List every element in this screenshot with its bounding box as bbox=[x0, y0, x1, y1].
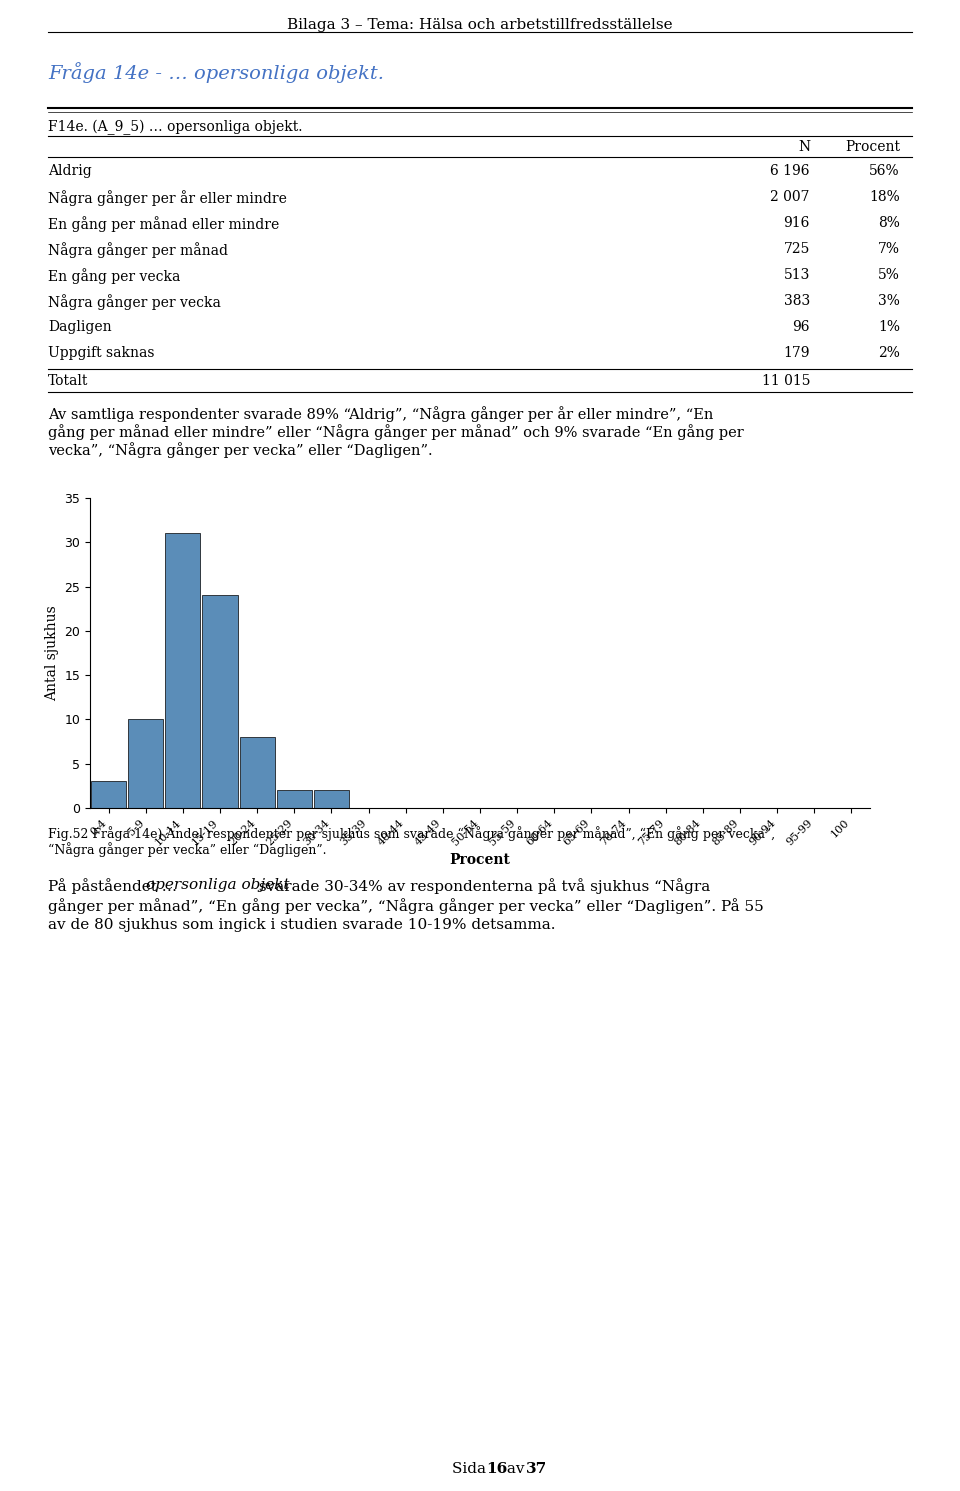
Bar bbox=[276, 790, 312, 808]
Text: Några gånger per månad: Några gånger per månad bbox=[48, 242, 228, 258]
Text: Bilaga 3 – Tema: Hälsa och arbetstillfredsställelse: Bilaga 3 – Tema: Hälsa och arbetstillfre… bbox=[287, 18, 673, 31]
Text: 725: 725 bbox=[783, 242, 810, 256]
Bar bbox=[128, 720, 163, 808]
Text: 37: 37 bbox=[526, 1463, 547, 1476]
Text: 6 196: 6 196 bbox=[771, 164, 810, 177]
Text: gånger per månad”, “En gång per vecka”, “Några gånger per vecka” eller “Dagligen: gånger per månad”, “En gång per vecka”, … bbox=[48, 898, 764, 914]
Text: Aldrig: Aldrig bbox=[48, 164, 92, 177]
Text: Dagligen: Dagligen bbox=[48, 321, 111, 334]
Text: Totalt: Totalt bbox=[48, 374, 88, 388]
Text: På påståendet …: På påståendet … bbox=[48, 878, 181, 895]
Text: 96: 96 bbox=[793, 321, 810, 334]
Text: 1%: 1% bbox=[878, 321, 900, 334]
Bar bbox=[203, 595, 238, 808]
Text: 916: 916 bbox=[783, 216, 810, 230]
Text: Några gånger per vecka: Några gånger per vecka bbox=[48, 294, 221, 310]
Text: F14e. (A_9_5) … opersonliga objekt.: F14e. (A_9_5) … opersonliga objekt. bbox=[48, 119, 302, 136]
X-axis label: Procent: Procent bbox=[449, 853, 511, 868]
Text: opersonliga objekt: opersonliga objekt bbox=[146, 878, 290, 892]
Text: gång per månad eller mindre” eller “Några gånger per månad” och 9% svarade “En g: gång per månad eller mindre” eller “Någr… bbox=[48, 423, 744, 440]
Text: 16: 16 bbox=[486, 1463, 507, 1476]
Text: 56%: 56% bbox=[870, 164, 900, 177]
Text: svarade 30-34% av respondenterna på två sjukhus “Några: svarade 30-34% av respondenterna på två … bbox=[254, 878, 710, 895]
Text: “Några gånger per vecka” eller “Dagligen”.: “Några gånger per vecka” eller “Dagligen… bbox=[48, 842, 326, 857]
Text: Fråga 14e - … opersonliga objekt.: Fråga 14e - … opersonliga objekt. bbox=[48, 63, 384, 83]
Bar bbox=[239, 737, 275, 808]
Text: av: av bbox=[502, 1463, 529, 1476]
Text: 513: 513 bbox=[783, 268, 810, 282]
Text: vecka”, “Några gånger per vecka” eller “Dagligen”.: vecka”, “Några gånger per vecka” eller “… bbox=[48, 441, 433, 458]
Text: Procent: Procent bbox=[845, 140, 900, 154]
Text: 18%: 18% bbox=[869, 189, 900, 204]
Text: Uppgift saknas: Uppgift saknas bbox=[48, 346, 155, 359]
Text: 11 015: 11 015 bbox=[761, 374, 810, 388]
Text: 7%: 7% bbox=[878, 242, 900, 256]
Text: 3%: 3% bbox=[878, 294, 900, 309]
Y-axis label: Antal sjukhus: Antal sjukhus bbox=[45, 605, 59, 701]
Text: 383: 383 bbox=[783, 294, 810, 309]
Text: Sida: Sida bbox=[452, 1463, 491, 1476]
Bar bbox=[165, 534, 201, 808]
Bar bbox=[314, 790, 349, 808]
Text: Några gånger per år eller mindre: Några gånger per år eller mindre bbox=[48, 189, 287, 206]
Bar bbox=[91, 781, 126, 808]
Text: Fig.52 Fråga 14e) Andel respondenter per sjukhus som svarade “Några gånger per m: Fig.52 Fråga 14e) Andel respondenter per… bbox=[48, 826, 775, 841]
Text: En gång per vecka: En gång per vecka bbox=[48, 268, 180, 283]
Text: av de 80 sjukhus som ingick i studien svarade 10-19% detsamma.: av de 80 sjukhus som ingick i studien sv… bbox=[48, 918, 556, 932]
Text: 2%: 2% bbox=[878, 346, 900, 359]
Text: 2 007: 2 007 bbox=[771, 189, 810, 204]
Text: Av samtliga respondenter svarade 89% “Aldrig”, “Några gånger per år eller mindre: Av samtliga respondenter svarade 89% “Al… bbox=[48, 406, 713, 422]
Text: 5%: 5% bbox=[878, 268, 900, 282]
Text: N: N bbox=[798, 140, 810, 154]
Text: 8%: 8% bbox=[878, 216, 900, 230]
Text: En gång per månad eller mindre: En gång per månad eller mindre bbox=[48, 216, 279, 233]
Text: 179: 179 bbox=[783, 346, 810, 359]
